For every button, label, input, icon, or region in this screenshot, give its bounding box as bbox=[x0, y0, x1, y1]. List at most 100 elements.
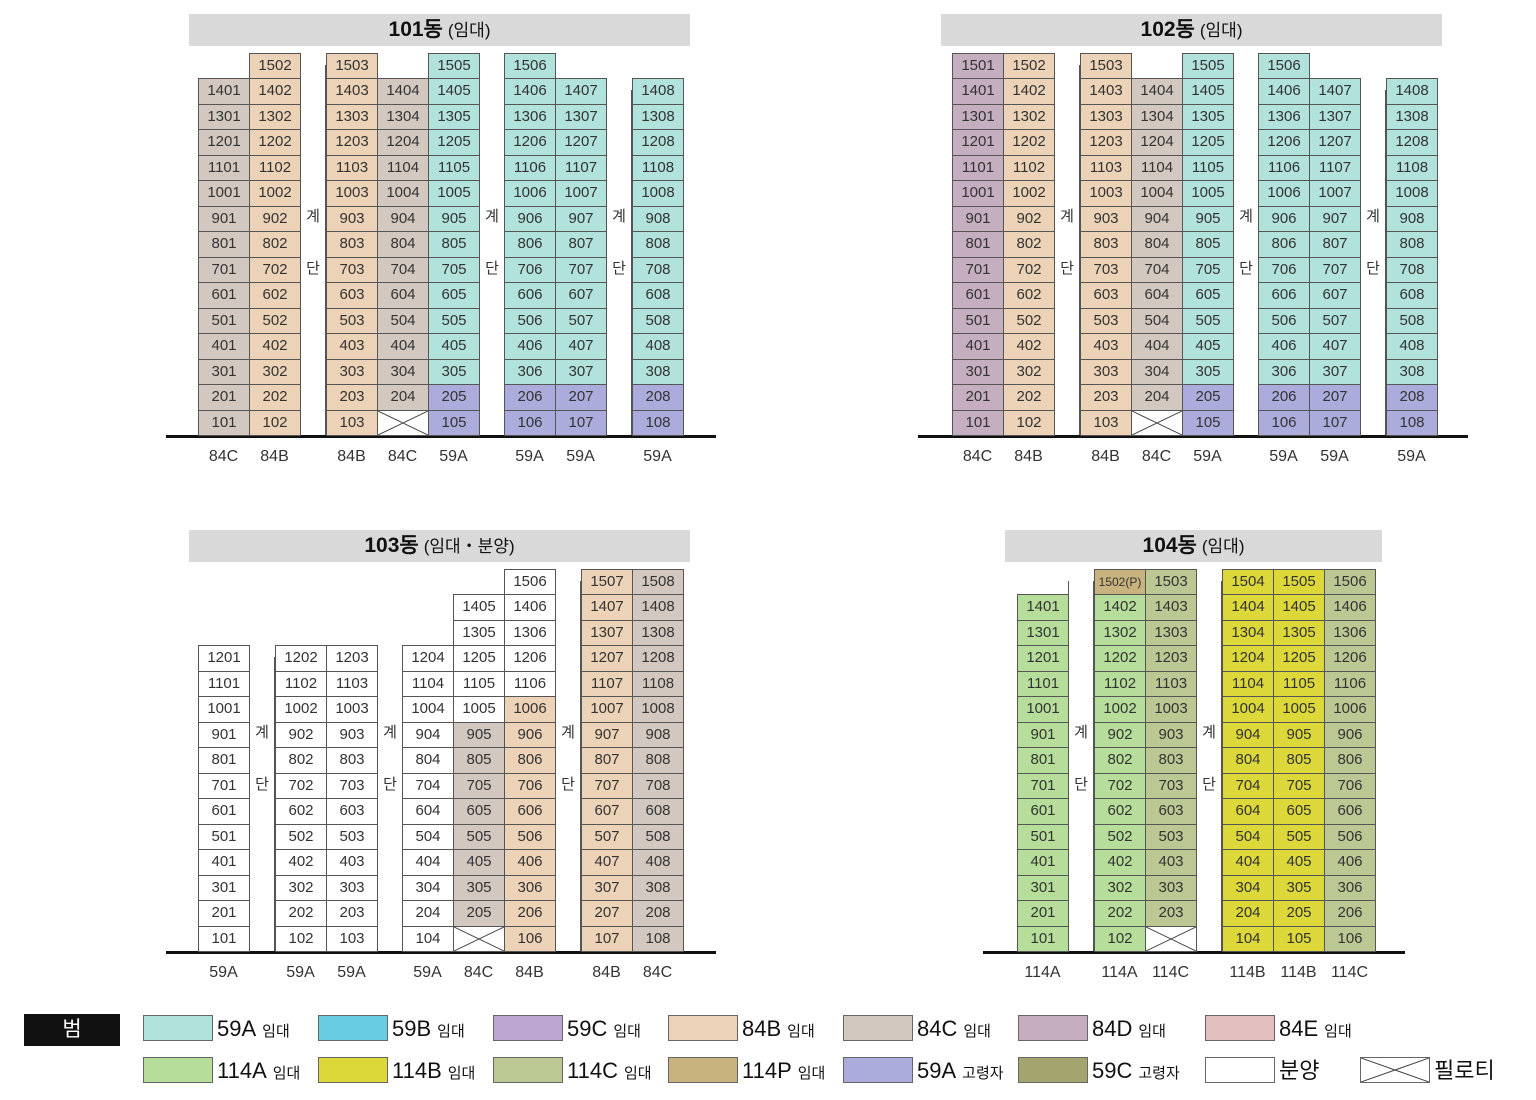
unit-number: 302 bbox=[1016, 362, 1042, 380]
unit-number: 1503 bbox=[335, 56, 369, 74]
unit-number: 907 bbox=[594, 725, 620, 743]
unit-number: 1105 bbox=[1191, 158, 1225, 176]
unit-cell: 1203 bbox=[1080, 129, 1132, 156]
unit-cell: 902 bbox=[275, 721, 327, 748]
unit-cell: 1103 bbox=[326, 670, 378, 697]
unit-number: 904 bbox=[390, 209, 416, 227]
unit-cell: 301 bbox=[198, 874, 250, 901]
unit-number: 607 bbox=[594, 802, 620, 819]
unit-number: 1504 bbox=[1231, 572, 1265, 590]
unit-number: 1503 bbox=[1089, 56, 1123, 74]
unit-number: 1104 bbox=[386, 158, 420, 176]
unit-type-label: 84B bbox=[515, 964, 544, 981]
unit-number: 205 bbox=[466, 904, 492, 921]
unit-number: 905 bbox=[466, 725, 492, 743]
unit-number: 1507 bbox=[590, 572, 624, 590]
unit-cell: 1007 bbox=[581, 696, 633, 723]
unit-cell: 506 bbox=[504, 307, 556, 334]
unit-number: 401 bbox=[965, 337, 991, 354]
unit-cell: 1202 bbox=[275, 645, 327, 672]
unit-number: 601 bbox=[211, 286, 237, 303]
unit-number: 108 bbox=[645, 929, 671, 947]
unit-cell: 306 bbox=[1324, 874, 1376, 901]
unit-number: 302 bbox=[288, 878, 314, 896]
unit-number: 804 bbox=[1235, 751, 1261, 768]
unit-number: 107 bbox=[568, 413, 594, 431]
unit-cell: 102 bbox=[1003, 409, 1055, 436]
legend-swatch bbox=[1360, 1057, 1430, 1083]
unit-cell: 106 bbox=[504, 925, 556, 952]
unit-number: 507 bbox=[568, 311, 594, 329]
unit-type-label: 59A bbox=[337, 964, 366, 981]
unit-cell: 1404 bbox=[1222, 594, 1274, 621]
unit-cell: 405 bbox=[453, 849, 505, 876]
unit-number: 201 bbox=[965, 388, 991, 405]
unit-cell: 1001 bbox=[198, 180, 250, 207]
unit-number: 903 bbox=[339, 209, 365, 227]
unit-number: 205 bbox=[441, 388, 467, 405]
unit-number: 905 bbox=[441, 209, 467, 227]
legend-code: 59A 임대 bbox=[217, 1015, 290, 1046]
legend-swatch bbox=[1018, 1015, 1088, 1041]
legend-code: 59A 고령자 bbox=[917, 1057, 1004, 1088]
unit-number: 304 bbox=[415, 878, 441, 896]
unit-cell: 1406 bbox=[1258, 78, 1310, 105]
piloti-x-icon bbox=[1146, 926, 1196, 951]
stair-label-bottom: 단 bbox=[1239, 260, 1253, 277]
unit-cell: 607 bbox=[581, 798, 633, 825]
building-name: 101동 bbox=[388, 18, 443, 41]
piloti-x-icon bbox=[1132, 410, 1182, 435]
unit-cell: 303 bbox=[1080, 358, 1132, 385]
unit-number: 502 bbox=[262, 311, 288, 329]
unit-cell: 602 bbox=[275, 798, 327, 825]
unit-cell: 1201 bbox=[952, 129, 1004, 156]
unit-number: 103 bbox=[339, 929, 365, 947]
unit-number: 1108 bbox=[1395, 158, 1429, 176]
unit-cell: 505 bbox=[453, 823, 505, 850]
unit-cell: 303 bbox=[326, 874, 378, 901]
unit-number: 502 bbox=[1107, 827, 1133, 845]
unit-cell: 1202 bbox=[1094, 645, 1146, 672]
unit-cell: 304 bbox=[377, 358, 429, 385]
unit-cell: 1303 bbox=[1145, 619, 1197, 646]
stair-label-top: 계 bbox=[383, 724, 397, 741]
unit-number: 1307 bbox=[564, 107, 598, 125]
unit-number: 1004 bbox=[1140, 184, 1174, 201]
piloti-cell bbox=[1131, 409, 1183, 436]
unit-number: 702 bbox=[1107, 776, 1133, 794]
unit-number: 208 bbox=[645, 388, 671, 405]
unit-number: 403 bbox=[1093, 337, 1119, 354]
unit-number: 707 bbox=[594, 776, 620, 794]
stair-label-bottom: 단 bbox=[1202, 776, 1216, 793]
unit-number: 403 bbox=[339, 853, 365, 870]
unit-number: 1301 bbox=[961, 107, 995, 125]
unit-number: 1006 bbox=[1267, 184, 1301, 201]
legend-swatch bbox=[843, 1057, 913, 1083]
unit-number: 805 bbox=[1195, 235, 1221, 252]
unit-number: 906 bbox=[517, 725, 543, 743]
unit-cell: 1304 bbox=[377, 103, 429, 130]
unit-cell: 902 bbox=[249, 205, 301, 232]
unit-cell: 501 bbox=[1017, 823, 1069, 850]
unit-number: 806 bbox=[517, 751, 543, 768]
unit-cell: 1408 bbox=[632, 594, 684, 621]
unit-number: 105 bbox=[1286, 929, 1312, 947]
unit-cell: 104 bbox=[1222, 925, 1274, 952]
unit-number: 303 bbox=[339, 362, 365, 380]
unit-number: 508 bbox=[1399, 311, 1425, 329]
unit-cell: 1301 bbox=[1017, 619, 1069, 646]
unit-number: 1304 bbox=[1231, 623, 1265, 641]
unit-cell: 802 bbox=[275, 747, 327, 774]
unit-cell: 403 bbox=[1080, 333, 1132, 360]
legend-code: 114P 임대 bbox=[742, 1057, 825, 1088]
unit-number: 1403 bbox=[1154, 598, 1188, 615]
legend-kind: 임대 bbox=[437, 1023, 465, 1040]
unit-number: 605 bbox=[466, 802, 492, 819]
stair-label-bottom: 단 bbox=[306, 260, 320, 277]
unit-type-label: 114B bbox=[1229, 964, 1266, 981]
legend-code-text: 필로티 bbox=[1434, 1058, 1495, 1083]
unit-number: 1005 bbox=[1282, 700, 1316, 717]
unit-cell: 405 bbox=[1182, 333, 1234, 360]
unit-number: 801 bbox=[211, 751, 237, 768]
unit-number: 1307 bbox=[1318, 107, 1352, 125]
